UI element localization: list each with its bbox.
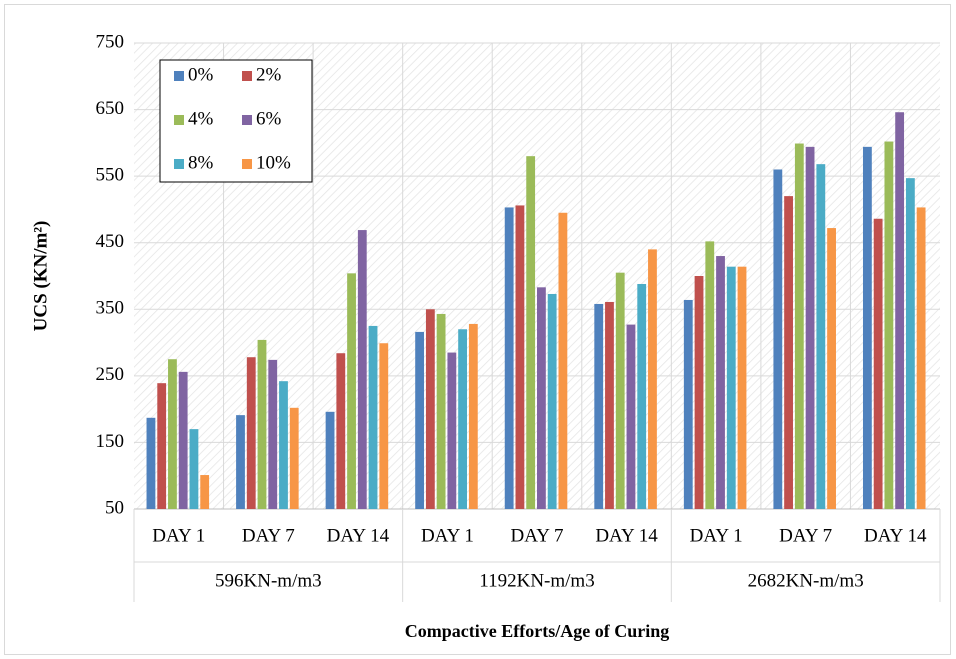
x-tick-label: DAY 1 <box>690 525 743 546</box>
bar <box>784 196 793 509</box>
bar <box>347 273 356 509</box>
bar <box>415 331 425 509</box>
bar <box>537 287 546 509</box>
bar <box>816 164 826 509</box>
bar <box>325 411 335 509</box>
bar <box>794 143 804 509</box>
x-tick-label: DAY 14 <box>595 525 658 546</box>
bar <box>178 371 188 509</box>
group-label: 1192KN-m/m3 <box>479 570 594 591</box>
x-tick-label: DAY 7 <box>242 525 295 546</box>
bar <box>425 309 435 509</box>
bar <box>705 241 715 509</box>
bar <box>368 325 378 509</box>
y-tick-label: 350 <box>96 298 125 319</box>
y-tick-label: 50 <box>105 497 124 518</box>
bar <box>200 475 210 509</box>
legend-swatch <box>242 159 252 169</box>
y-tick-label: 250 <box>96 364 125 385</box>
bar <box>895 112 905 509</box>
bar <box>357 230 367 509</box>
legend-label: 10% <box>256 152 291 173</box>
bar <box>447 352 457 509</box>
bar <box>716 256 725 509</box>
bar <box>637 283 647 509</box>
bar <box>257 339 267 509</box>
bar <box>379 343 389 509</box>
bar <box>436 313 446 509</box>
bar <box>773 169 783 509</box>
group-label: 2682KN-m/m3 <box>748 570 864 591</box>
y-tick-label: 450 <box>96 231 125 252</box>
y-tick-label: 650 <box>96 98 125 119</box>
bar <box>468 323 478 509</box>
legend-label: 6% <box>256 108 282 129</box>
bar <box>236 415 245 509</box>
bar <box>146 417 156 509</box>
x-tick-label: DAY 14 <box>864 525 927 546</box>
bar <box>694 276 704 509</box>
bar <box>289 407 299 509</box>
x-tick-label: DAY 1 <box>152 525 205 546</box>
group-label: 596KN-m/m3 <box>215 570 322 591</box>
legend-swatch <box>174 159 184 169</box>
bar <box>336 353 346 509</box>
bar <box>246 357 256 509</box>
bar <box>916 207 926 509</box>
y-axis-title: UCS (KN/m²) <box>30 221 51 332</box>
x-tick-label: DAY 14 <box>327 525 390 546</box>
legend-box <box>159 59 313 183</box>
y-tick-label: 750 <box>96 31 125 52</box>
bar <box>558 212 568 509</box>
bar <box>905 178 915 509</box>
bar <box>547 293 557 509</box>
bar <box>805 146 815 509</box>
bar <box>648 249 657 509</box>
bar <box>626 324 636 509</box>
bar <box>726 266 736 509</box>
bar <box>504 207 514 509</box>
bar <box>615 272 625 509</box>
bar <box>189 429 199 509</box>
bar <box>605 301 614 509</box>
bar <box>526 156 536 509</box>
bar <box>458 329 468 509</box>
x-tick-label: DAY 1 <box>421 525 474 546</box>
legend-swatch <box>174 71 184 81</box>
legend-label: 2% <box>256 64 282 85</box>
bar <box>157 383 167 509</box>
legend-label: 4% <box>188 108 214 129</box>
bar <box>873 218 883 509</box>
legend-swatch <box>174 115 184 125</box>
legend-swatch <box>242 115 252 125</box>
x-axis-title: Compactive Efforts/Age of Curing <box>405 621 669 641</box>
x-tick-label: DAY 7 <box>511 525 564 546</box>
legend-label: 8% <box>188 152 214 173</box>
bar <box>737 266 747 509</box>
legend-label: 0% <box>188 64 214 85</box>
bar <box>168 359 177 509</box>
bar <box>884 141 894 510</box>
bar <box>268 359 278 509</box>
y-tick-label: 150 <box>96 431 125 452</box>
bar <box>279 381 288 509</box>
x-tick-label: DAY 7 <box>779 525 832 546</box>
bar <box>683 299 693 509</box>
bar <box>862 146 872 509</box>
legend-swatch <box>242 71 252 81</box>
bar <box>515 205 525 510</box>
y-tick-label: 550 <box>96 165 125 186</box>
bar <box>827 228 836 509</box>
bar <box>594 303 604 509</box>
